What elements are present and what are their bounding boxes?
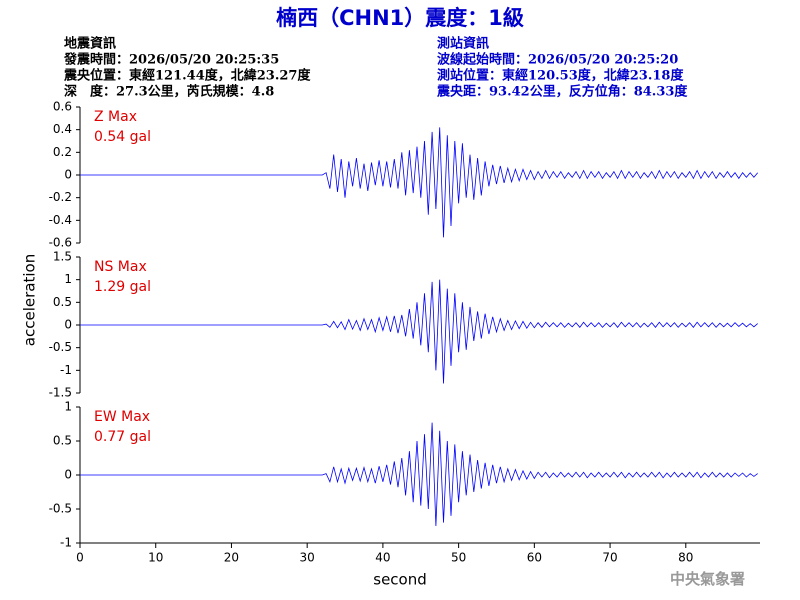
y-tick-label: 0.4 xyxy=(53,122,72,136)
x-tick-label: 80 xyxy=(678,551,693,565)
x-tick-label: 40 xyxy=(375,551,390,565)
y-axis-label: acceleration xyxy=(21,254,39,346)
y-tick-label: -1 xyxy=(60,363,72,377)
panel-label: Z Max xyxy=(94,109,137,125)
waveform xyxy=(80,127,759,238)
info-line: 深 度：27.3公里，芮氏規模：4.8 xyxy=(64,84,274,100)
x-tick-label: 50 xyxy=(451,551,466,565)
y-tick-label: 0 xyxy=(64,168,72,182)
y-tick-label: -1 xyxy=(60,536,72,550)
y-tick-label: -0.2 xyxy=(49,190,72,204)
x-tick-label: 30 xyxy=(300,551,315,565)
panel-max: 0.54 gal xyxy=(94,129,151,145)
x-tick-label: 60 xyxy=(527,551,542,565)
y-tick-label: -0.6 xyxy=(49,236,72,250)
footer: 中央氣象署 xyxy=(670,570,745,588)
y-tick-label: 0 xyxy=(64,468,72,482)
y-tick-label: 1 xyxy=(64,400,72,414)
y-tick-label: 0.5 xyxy=(53,434,72,448)
chart-title: 楠西（CHN1）震度：1級 xyxy=(276,6,524,30)
info-line: 波線起始時間：2026/05/20 20:25:20 xyxy=(437,52,678,68)
x-tick-label: 20 xyxy=(224,551,239,565)
y-tick-label: -1.5 xyxy=(49,386,72,400)
info-line: 發震時間：2026/05/20 20:25:35 xyxy=(63,52,279,68)
panel-label: EW Max xyxy=(94,409,150,425)
info-line: 震央距：93.42公里，反方位角：84.33度 xyxy=(436,84,688,100)
waveform xyxy=(80,422,758,527)
panel-label: NS Max xyxy=(94,259,147,275)
x-tick-label: 70 xyxy=(602,551,617,565)
y-tick-label: 0.2 xyxy=(53,145,72,159)
x-tick-label: 10 xyxy=(148,551,163,565)
info-line: 震央位置：東經121.44度，北緯23.27度 xyxy=(63,68,311,84)
panel-max: 0.77 gal xyxy=(94,429,151,445)
y-tick-label: 0.5 xyxy=(53,295,72,309)
x-axis-label: second xyxy=(373,571,427,589)
info-line: 地震資訊 xyxy=(64,36,116,52)
y-tick-label: -0.5 xyxy=(49,340,72,354)
x-tick-label: 0 xyxy=(76,551,84,565)
y-tick-label: 1 xyxy=(64,272,72,286)
info-line: 測站資訊 xyxy=(437,36,489,52)
info-line: 測站位置：東經120.53度，北緯23.18度 xyxy=(437,68,684,84)
y-tick-label: 0 xyxy=(64,318,72,332)
y-tick-label: 1.5 xyxy=(53,250,72,264)
y-tick-label: -0.4 xyxy=(49,213,72,227)
y-tick-label: 0.6 xyxy=(53,100,72,114)
waveform xyxy=(80,279,758,384)
y-tick-label: -0.5 xyxy=(49,502,72,516)
panel-max: 1.29 gal xyxy=(94,279,151,295)
